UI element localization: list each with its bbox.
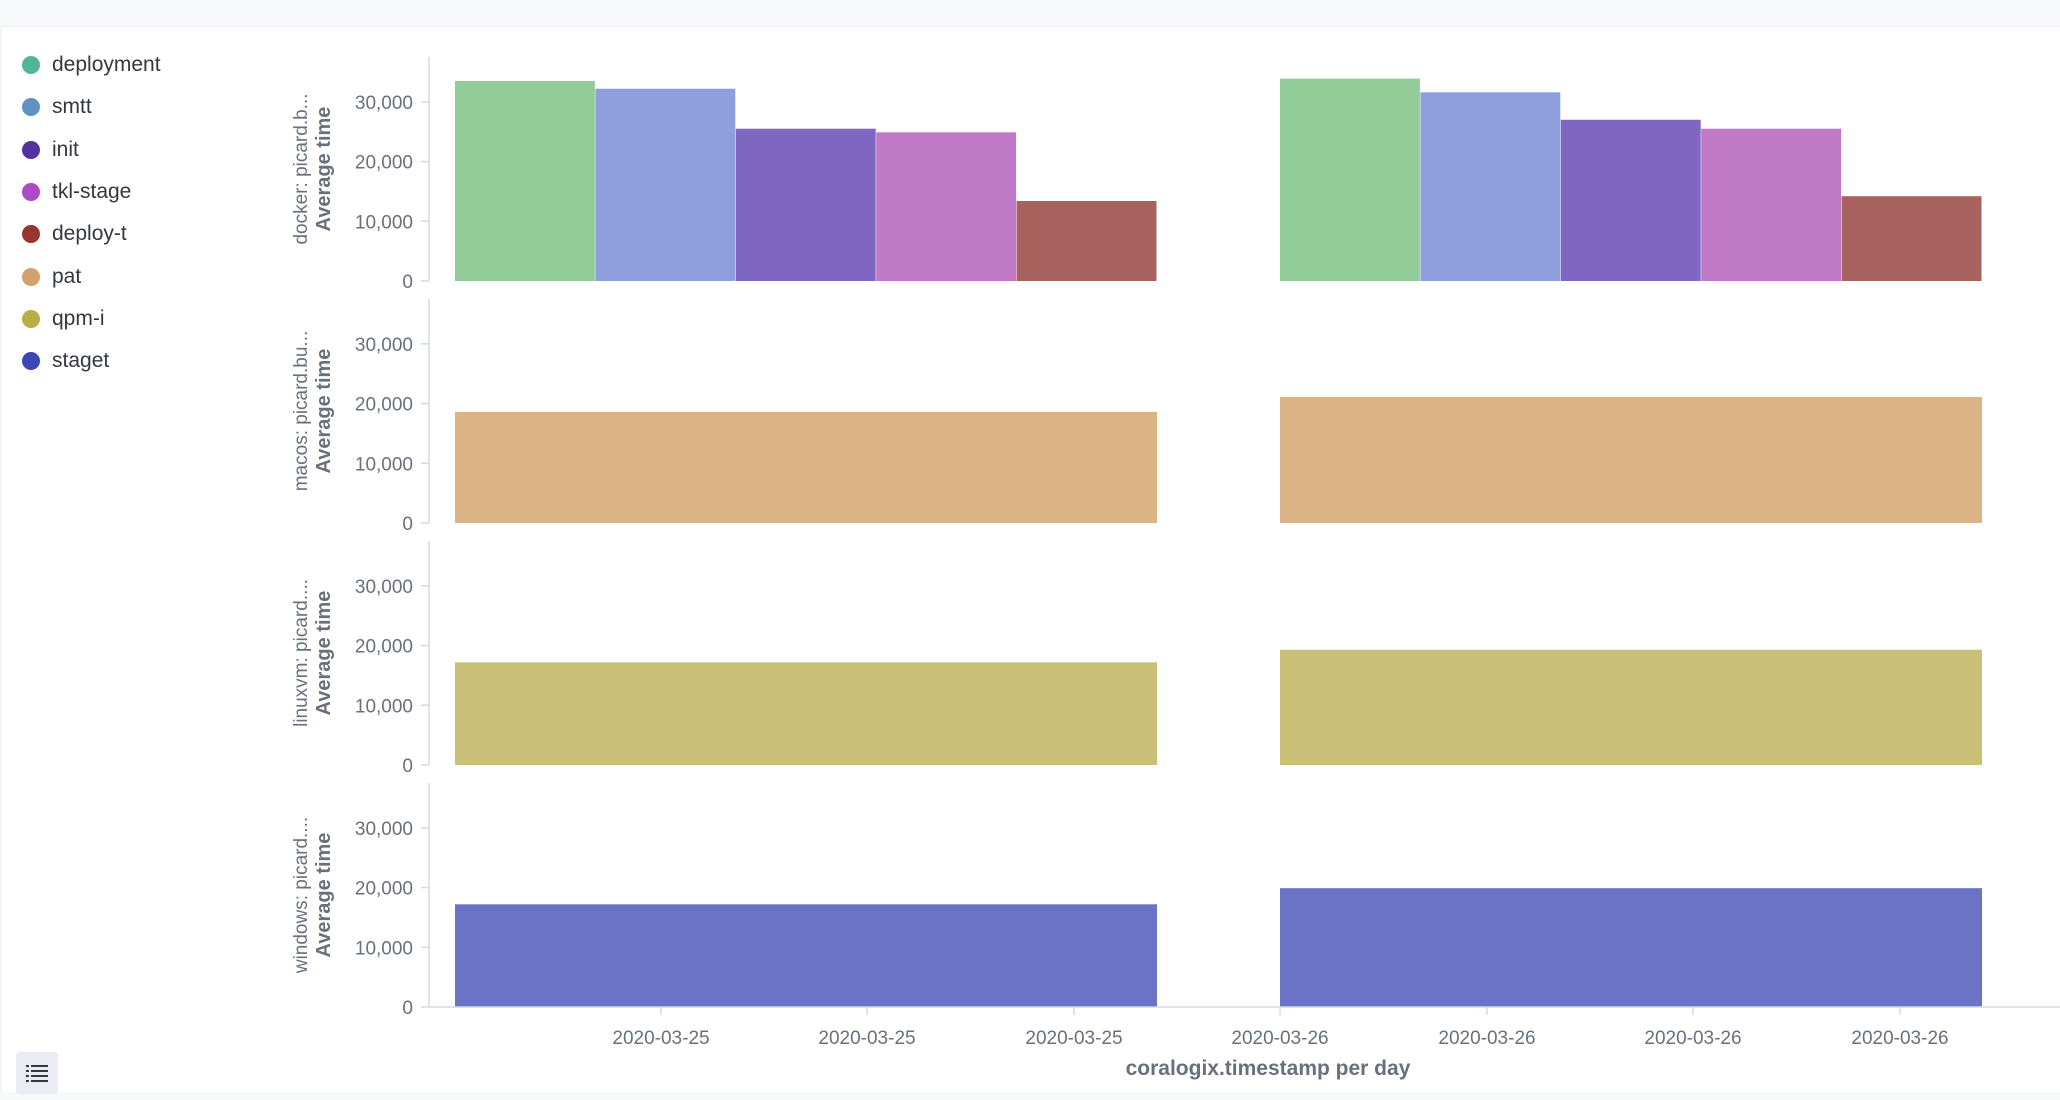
legend-item-tkl-stage[interactable]: tkl-stage [22, 171, 262, 213]
bar-smtt [595, 88, 736, 281]
y-tick-label: 10,000 [355, 212, 413, 233]
legend-item-deployment[interactable]: deployment [22, 44, 262, 86]
x-tick-label: 2020-03-26 [1231, 1028, 1328, 1049]
legend-swatch [22, 352, 40, 371]
y-tick-label: 0 [402, 998, 413, 1019]
y-tick-label: 30,000 [355, 577, 413, 598]
bar-deploy-t [1016, 200, 1157, 281]
x-tick-label: 2020-03-26 [1438, 1028, 1535, 1049]
panel-title: windows: picard.... [291, 817, 312, 974]
legend-label: qpm-i [52, 306, 105, 330]
bar-init [1560, 119, 1701, 282]
legend-label: deployment [52, 53, 161, 77]
legend-item-staget[interactable]: staget [22, 340, 262, 382]
x-axis-label: coralogix.timestamp per day [1126, 1057, 1411, 1080]
y-tick-label: 10,000 [355, 938, 413, 959]
legend-label: tkl-stage [52, 180, 132, 204]
bar-deployment [455, 80, 595, 281]
x-tick-label: 2020-03-26 [1644, 1028, 1741, 1049]
bar-pat [455, 411, 1157, 523]
y-tick-label: 30,000 [355, 819, 413, 840]
legend-item-qpm-i[interactable]: qpm-i [22, 298, 262, 340]
legend-swatch [22, 140, 40, 159]
y-tick-label: 30,000 [355, 335, 413, 356]
bar-tkl-stage [1701, 128, 1842, 281]
legend-item-pat[interactable]: pat [22, 255, 262, 297]
bar-pat [1280, 397, 1982, 523]
legend-label: staget [52, 349, 110, 373]
y-tick-label: 30,000 [355, 93, 413, 114]
x-tick-label: 2020-03-25 [612, 1028, 709, 1049]
panel-title: macos: picard.bu... [291, 331, 312, 492]
legend-label: init [52, 137, 79, 161]
legend-swatch [22, 309, 40, 328]
panel-title: docker: picard.b... [291, 93, 312, 244]
y-axis-label: Average time [313, 349, 335, 474]
list-icon [26, 1065, 48, 1082]
y-tick-label: 0 [402, 756, 413, 777]
bar-deploy-t [1841, 196, 1982, 281]
legend-item-deploy-t[interactable]: deploy-t [22, 213, 262, 255]
y-tick-label: 0 [402, 514, 413, 535]
y-axis-label: Average time [313, 833, 335, 958]
y-tick-label: 10,000 [355, 696, 413, 717]
bar-qpm-i [455, 662, 1157, 765]
bottom-bar [0, 1092, 2060, 1100]
y-tick-label: 10,000 [355, 454, 413, 475]
bar-deployment [1280, 78, 1420, 281]
panel-title: linuxvm: picard.... [291, 579, 312, 727]
legend-item-smtt[interactable]: smtt [22, 86, 262, 128]
y-axis-label: Average time [313, 107, 335, 232]
legend-toggle-button[interactable] [16, 1052, 58, 1094]
y-axis-label: Average time [313, 591, 335, 716]
x-tick-label: 2020-03-25 [818, 1028, 915, 1049]
legend-swatch [22, 267, 40, 286]
legend-swatch [22, 225, 40, 244]
top-bar [0, 0, 2060, 27]
bar-staget [1280, 888, 1982, 1007]
y-tick-label: 20,000 [355, 153, 413, 174]
legend-swatch [22, 183, 40, 202]
bar-init [735, 128, 876, 281]
bar-staget [455, 904, 1157, 1007]
bar-tkl-stage [876, 132, 1017, 281]
x-tick-label: 2020-03-26 [1851, 1028, 1948, 1049]
legend-label: smtt [52, 95, 92, 119]
legend-swatch [22, 98, 40, 117]
y-tick-label: 20,000 [355, 637, 413, 658]
legend-swatch [22, 56, 40, 75]
legend-label: deploy-t [52, 222, 127, 246]
bar-smtt [1420, 92, 1561, 281]
y-tick-label: 0 [402, 272, 413, 293]
y-tick-label: 20,000 [355, 879, 413, 900]
legend-label: pat [52, 264, 82, 288]
x-tick-label: 2020-03-25 [1025, 1028, 1122, 1049]
legend-item-init[interactable]: init [22, 129, 262, 171]
chart-legend: deployment smtt init tkl-stage deploy-t … [22, 44, 262, 382]
y-tick-label: 20,000 [355, 395, 413, 416]
left-border [0, 26, 2, 1092]
bar-qpm-i [1280, 649, 1982, 765]
